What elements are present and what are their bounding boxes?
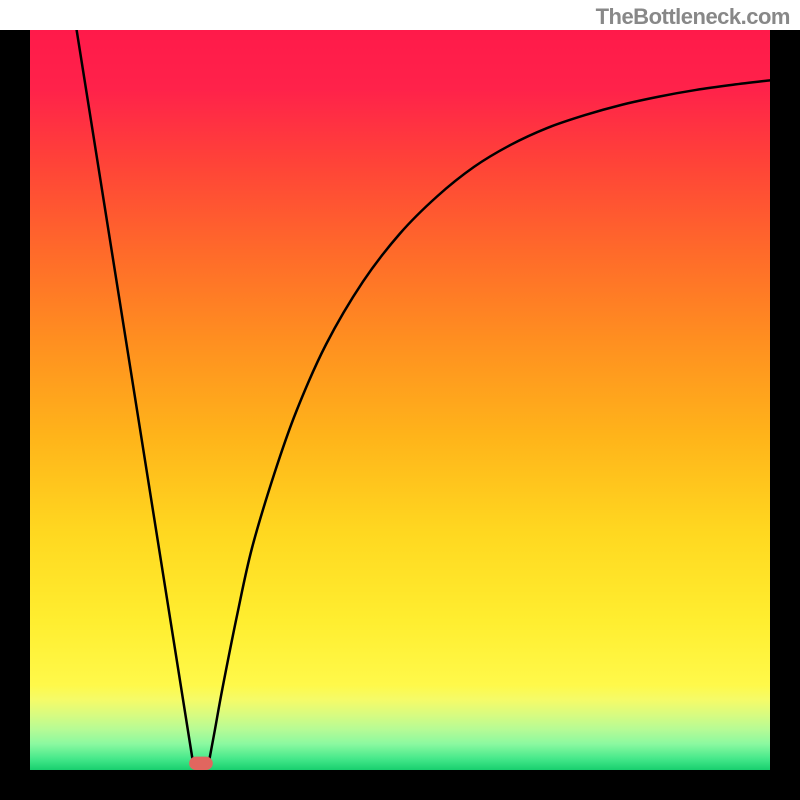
frame-left xyxy=(0,30,30,800)
gradient-background xyxy=(30,30,770,770)
frame-bottom xyxy=(0,770,800,800)
chart-svg xyxy=(0,0,800,800)
bottleneck-chart: TheBottleneck.com xyxy=(0,0,800,800)
optimum-marker xyxy=(189,757,213,770)
frame-right xyxy=(770,30,800,800)
